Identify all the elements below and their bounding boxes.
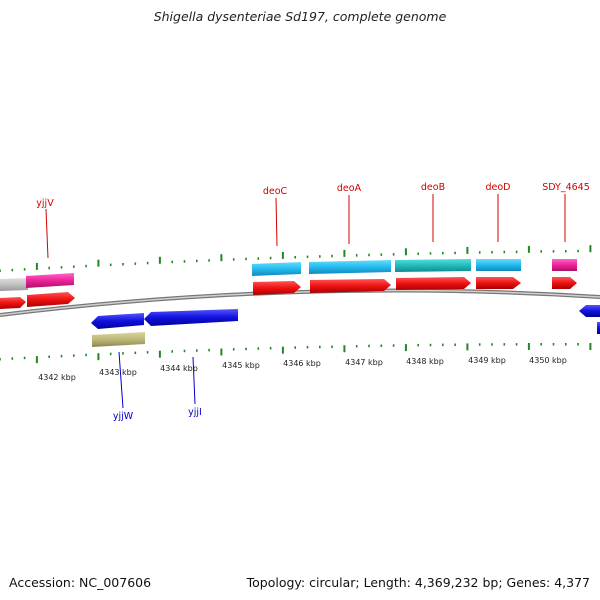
gene-label-yjjW[interactable]: yjjW — [113, 411, 134, 422]
forward-cds-arrow[interactable] — [0, 297, 26, 309]
gene-label-SDY_4645[interactable]: SDY_4645 — [542, 182, 590, 193]
gray-feature[interactable] — [0, 278, 28, 291]
reverse-cds-arrow[interactable] — [579, 305, 600, 317]
reverse-cds-arrow-yjjW[interactable] — [91, 313, 144, 329]
pink-feature-SDY_4645[interactable] — [552, 259, 577, 271]
reverse-cds-fragment[interactable] — [597, 322, 600, 334]
genome-stats-text: Topology: circular; Length: 4,369,232 bp… — [246, 575, 590, 590]
top-gene-labels: yjjV deoC deoA deoB deoD SDY_4645 — [36, 182, 590, 259]
forward-cds-arrow[interactable] — [396, 277, 471, 290]
accession-text: Accession: NC_007606 — [9, 575, 152, 590]
forward-cds-arrow[interactable] — [476, 277, 521, 289]
axis-tick-label: 4345 kbp — [222, 361, 260, 370]
gene-label-deoB[interactable]: deoB — [421, 182, 445, 193]
bottom-tick-row — [0, 343, 592, 364]
genome-backbone — [0, 288, 600, 317]
teal-feature-deoB[interactable] — [395, 259, 471, 272]
gene-label-deoA[interactable]: deoA — [337, 183, 362, 194]
axis-tick-label: 4348 kbp — [406, 357, 444, 366]
axis-tick-label: 4343 kbp — [99, 368, 137, 377]
forward-cds-arrow[interactable] — [552, 277, 577, 289]
top-tick-row — [0, 245, 592, 272]
map-title: Shigella dysenteriae Sd197, complete gen… — [153, 9, 447, 24]
bottom-gene-labels: yjjW yjjI — [113, 351, 202, 422]
axis-tick-label: 4347 kbp — [345, 358, 383, 367]
forward-cds-arrow[interactable] — [253, 281, 301, 295]
gene-label-yjjI[interactable]: yjjI — [188, 407, 202, 418]
axis-tick-labels: 4342 kbp 4343 kbp 4344 kbp 4345 kbp 4346… — [38, 356, 567, 382]
pink-feature-yjjV[interactable] — [26, 273, 74, 288]
forward-strand-cds — [0, 277, 577, 309]
axis-tick-label: 4350 kbp — [529, 356, 567, 365]
axis-tick-label: 4342 kbp — [38, 373, 76, 382]
forward-cds-arrow[interactable] — [310, 279, 391, 293]
axis-tick-label: 4349 kbp — [468, 356, 506, 365]
reverse-strand-cds — [91, 305, 600, 347]
gene-label-deoC[interactable]: deoC — [263, 186, 288, 197]
light-blue-feature-deoC[interactable] — [252, 262, 301, 276]
olive-feature[interactable] — [92, 332, 145, 347]
feature-row-top — [0, 259, 577, 291]
gene-label-deoD[interactable]: deoD — [485, 182, 510, 193]
light-blue-feature-deoD[interactable] — [476, 259, 521, 271]
axis-tick-label: 4346 kbp — [283, 359, 321, 368]
axis-tick-label: 4344 kbp — [160, 364, 198, 373]
reverse-cds-arrow-yjjI[interactable] — [144, 309, 238, 326]
forward-cds-arrow[interactable] — [27, 292, 75, 307]
light-blue-feature-deoA[interactable] — [309, 260, 391, 274]
gene-label-yjjV[interactable]: yjjV — [36, 198, 54, 209]
